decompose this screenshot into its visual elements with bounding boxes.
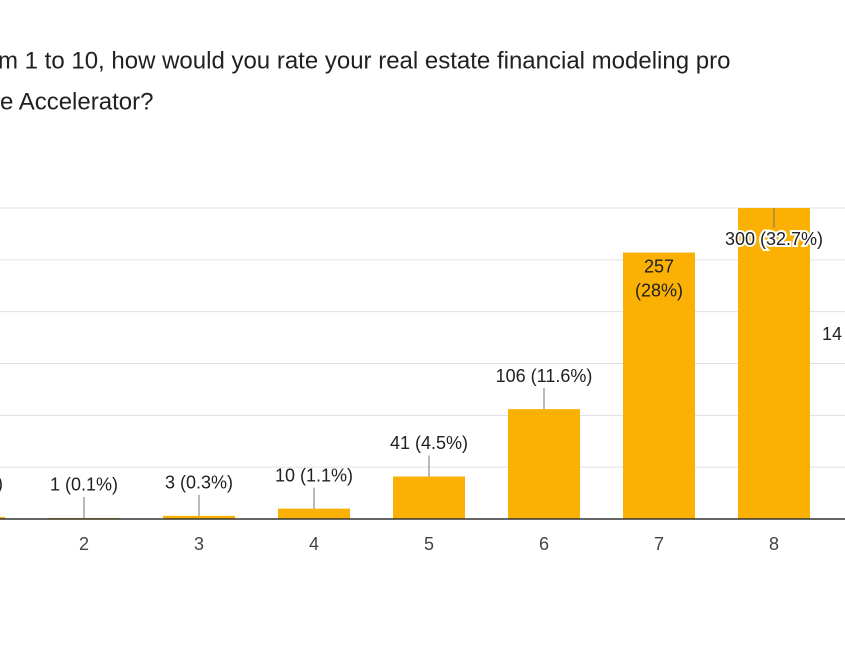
bar (163, 515, 235, 519)
value-label: 3 (0.3%) (165, 473, 233, 493)
value-label: 300 (32.7%) (725, 229, 823, 249)
bar (0, 516, 5, 519)
value-label: 257 (28%) (635, 256, 683, 300)
chart-title: m 1 to 10, how would you rate your real … (0, 47, 730, 74)
bar (393, 476, 465, 519)
value-label: 14 (822, 324, 842, 344)
bar (278, 508, 350, 519)
bar (738, 208, 810, 519)
bar (508, 409, 580, 519)
x-tick-label: 8 (769, 534, 779, 554)
chart-title: e Accelerator? (0, 88, 153, 115)
x-tick-label: 6 (539, 534, 549, 554)
value-label: 41 (4.5%) (390, 433, 468, 453)
value-label-line: (28%) (635, 280, 683, 300)
x-tick-label: 5 (424, 534, 434, 554)
value-label: 106 (11.6%) (496, 366, 593, 386)
x-tick-label: 4 (309, 534, 319, 554)
x-tick-label: 7 (654, 534, 664, 554)
value-label-line: 257 (644, 256, 674, 276)
value-label: ) (0, 474, 3, 494)
x-tick-label: 3 (194, 534, 204, 554)
value-label: 1 (0.1%) (50, 475, 118, 495)
x-tick-label: 2 (79, 534, 89, 554)
value-label: 10 (1.1%) (275, 465, 353, 485)
bar (623, 252, 695, 519)
